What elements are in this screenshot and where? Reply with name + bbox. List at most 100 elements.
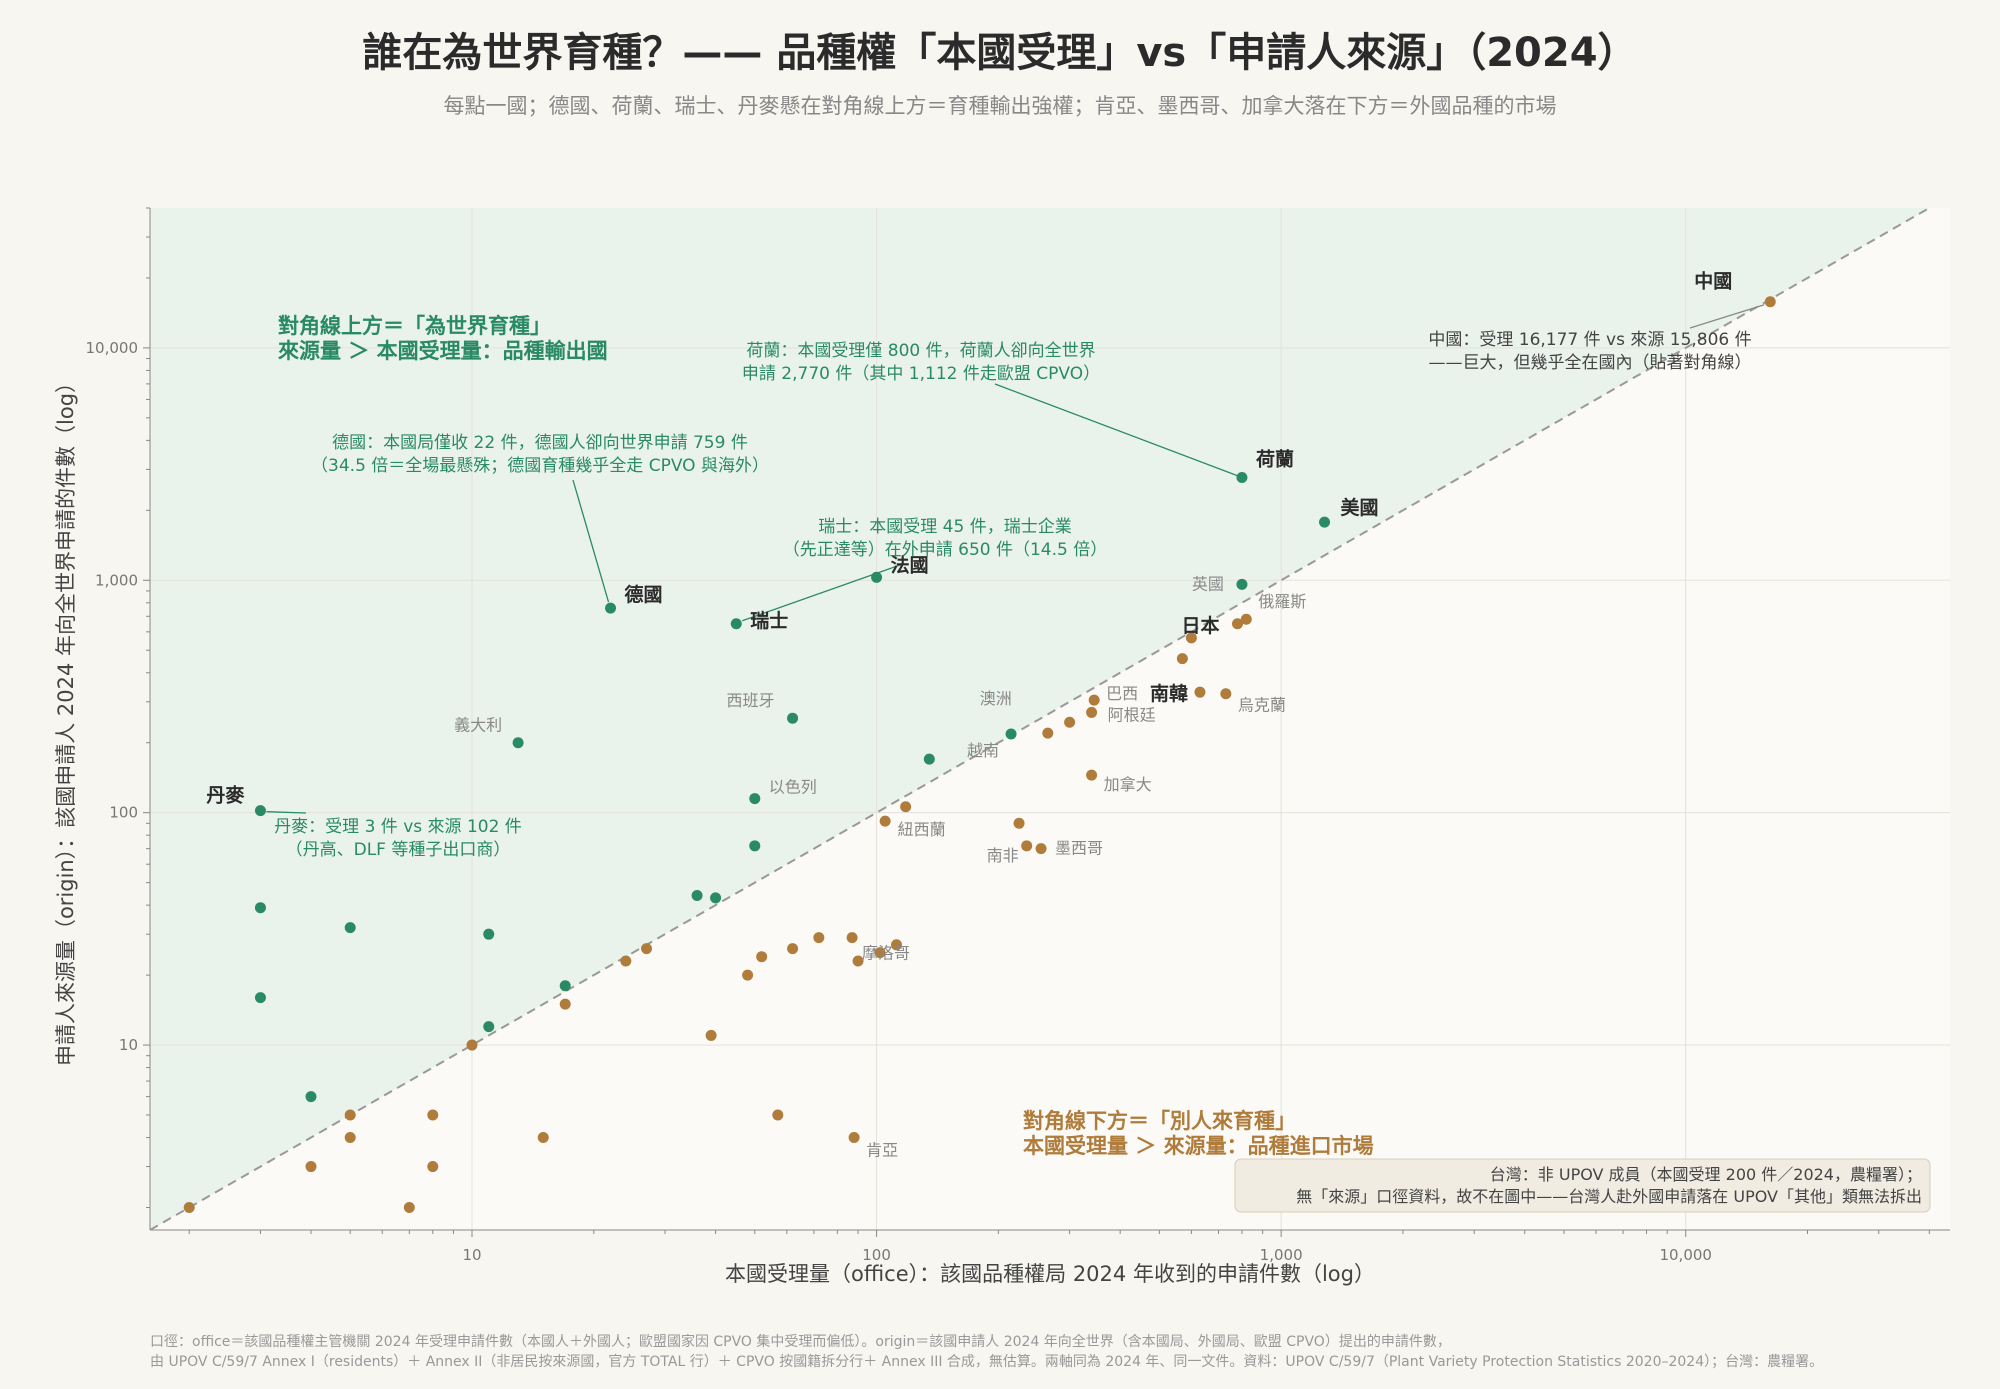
data-point — [787, 712, 799, 724]
data-point — [749, 793, 761, 805]
region-below-label: 對角線下方＝「別人來育種」 — [1023, 1109, 1296, 1133]
data-point — [813, 932, 825, 944]
data-point — [483, 1021, 495, 1033]
data-point — [1319, 516, 1331, 528]
data-point — [1176, 653, 1188, 665]
point-label: 中國 — [1694, 270, 1732, 293]
data-point — [483, 928, 495, 940]
footnote-line-2: 由 UPOV C/59/7 Annex I（residents）＋ Annex … — [150, 1354, 1824, 1370]
data-point — [344, 922, 356, 934]
x-tick-label: 10,000 — [1659, 1246, 1712, 1264]
data-point — [749, 840, 761, 852]
data-point — [1088, 694, 1100, 706]
point-label: 德國 — [625, 583, 663, 606]
china-annotation: 中國：受理 16,177 件 vs 來源 15,806 件 — [1428, 330, 1751, 350]
data-point — [1240, 613, 1252, 625]
germany-annotation: 德國：本國局僅收 22 件，德國人卻向世界申請 759 件 — [332, 433, 748, 453]
point-label: 肯亞 — [866, 1141, 898, 1160]
data-point — [1764, 296, 1776, 308]
point-label: 南韓 — [1150, 682, 1188, 705]
y-tick-label: 10 — [119, 1036, 138, 1054]
data-point — [1021, 840, 1033, 852]
netherlands-annotation: 申請 2,770 件（其中 1,112 件走歐盟 CPVO） — [742, 364, 1100, 384]
axes: 10 10 100 100 1,000 1,000 10,000 10,000 本國受理量（of… — [54, 207, 1950, 1286]
point-label: 加拿大 — [1104, 775, 1152, 794]
data-point — [403, 1201, 415, 1213]
y-tick-label: 10,000 — [86, 339, 139, 357]
data-point — [559, 998, 571, 1010]
data-point — [1194, 686, 1206, 698]
point-label: 烏克蘭 — [1238, 696, 1286, 715]
data-point — [1236, 471, 1248, 483]
data-point — [559, 980, 571, 992]
data-point — [1086, 706, 1098, 718]
data-point — [1231, 618, 1243, 630]
data-point — [923, 753, 935, 765]
point-label: 摩洛哥 — [862, 944, 910, 963]
data-point — [705, 1029, 717, 1041]
data-point — [1005, 728, 1017, 740]
point-label: 巴西 — [1106, 684, 1138, 703]
leader-line — [266, 811, 307, 814]
point-label: 以色列 — [769, 778, 817, 797]
data-point — [1064, 716, 1076, 728]
data-point — [691, 890, 703, 902]
data-point — [710, 892, 722, 904]
data-point — [305, 1161, 317, 1173]
data-point — [183, 1201, 195, 1213]
region-above-label: 對角線上方＝「為世界育種」 — [278, 314, 551, 338]
data-point — [848, 1132, 860, 1144]
data-point — [879, 815, 891, 827]
data-point — [1013, 817, 1025, 829]
region-below-label: 本國受理量 ＞ 來源量：品種進口市場 — [1023, 1134, 1374, 1158]
data-point — [344, 1132, 356, 1144]
taiwan-note: 台灣：非 UPOV 成員（本國受理 200 件／2024，農糧署）； — [1490, 1165, 1922, 1184]
data-point — [605, 602, 617, 614]
data-points — [183, 296, 1776, 1213]
point-label: 澳洲 — [980, 689, 1012, 708]
data-point — [742, 969, 754, 981]
germany-annotation: （34.5 倍＝全場最懸殊；德國育種幾乎全走 CPVO 與海外） — [311, 456, 769, 476]
denmark-annotation: 丹麥：受理 3 件 vs 來源 102 件 — [274, 817, 522, 837]
data-point — [254, 805, 266, 817]
taiwan-note: 無「來源」口徑資料，故不在圖中——台灣人赴外國申請落在 UPOV「其他」類無法拆… — [1296, 1187, 1922, 1206]
data-point — [620, 955, 632, 967]
y-axis-label: 申請人來源量（origin）：該國申請人 2024 年向全世界申請的件數（log… — [54, 372, 78, 1066]
netherlands-annotation: 荷蘭：本國受理僅 800 件，荷蘭人卻向全世界 — [746, 341, 1095, 361]
x-tick-label: 10 — [462, 1246, 481, 1264]
region-above-label: 來源量 ＞ 本國受理量：品種輸出國 — [278, 339, 608, 363]
y-tick-label: 1,000 — [95, 571, 138, 589]
diagonal-line — [149, 207, 1930, 1231]
china-annotation: ——巨大，但幾乎全在國內（貼著對角線） — [1429, 353, 1752, 373]
data-point — [1035, 843, 1047, 855]
switzerland-annotation: （先正達等）在外申請 650 件（14.5 倍） — [783, 540, 1108, 560]
data-point — [846, 932, 858, 944]
leader-line — [1689, 304, 1765, 329]
data-point — [512, 737, 524, 749]
x-tick-label: 1,000 — [1260, 1246, 1303, 1264]
data-point — [427, 1109, 439, 1121]
switzerland-annotation: 瑞士：本國受理 45 件，瑞士企業 — [818, 517, 1071, 537]
point-label: 日本 — [1181, 614, 1219, 637]
data-point — [305, 1091, 317, 1103]
data-point — [427, 1161, 439, 1173]
data-point — [344, 1109, 356, 1121]
data-point — [756, 951, 768, 963]
data-point — [1220, 688, 1232, 700]
y-tick-label: 100 — [109, 804, 138, 822]
data-point — [730, 618, 742, 630]
data-point — [254, 902, 266, 914]
taiwan-note-box — [1234, 1158, 1931, 1213]
point-label: 法國 — [891, 553, 929, 576]
x-tick-label: 100 — [862, 1246, 891, 1264]
data-point — [1086, 769, 1098, 781]
data-point — [787, 943, 799, 955]
data-point — [641, 943, 653, 955]
plot-background — [150, 208, 1950, 1230]
point-label: 英國 — [1192, 574, 1224, 593]
chart-subtitle: 每點一國；德國、荷蘭、瑞士、丹麥懸在對角線上方＝育種輸出強權；肯亞、墨西哥、加拿… — [443, 94, 1557, 118]
data-point — [874, 947, 886, 959]
annotations: 中國：受理 16,177 件 vs 來源 15,806 件 ——巨大，但幾乎全在國… — [274, 314, 1931, 1213]
leader-line — [572, 479, 610, 603]
